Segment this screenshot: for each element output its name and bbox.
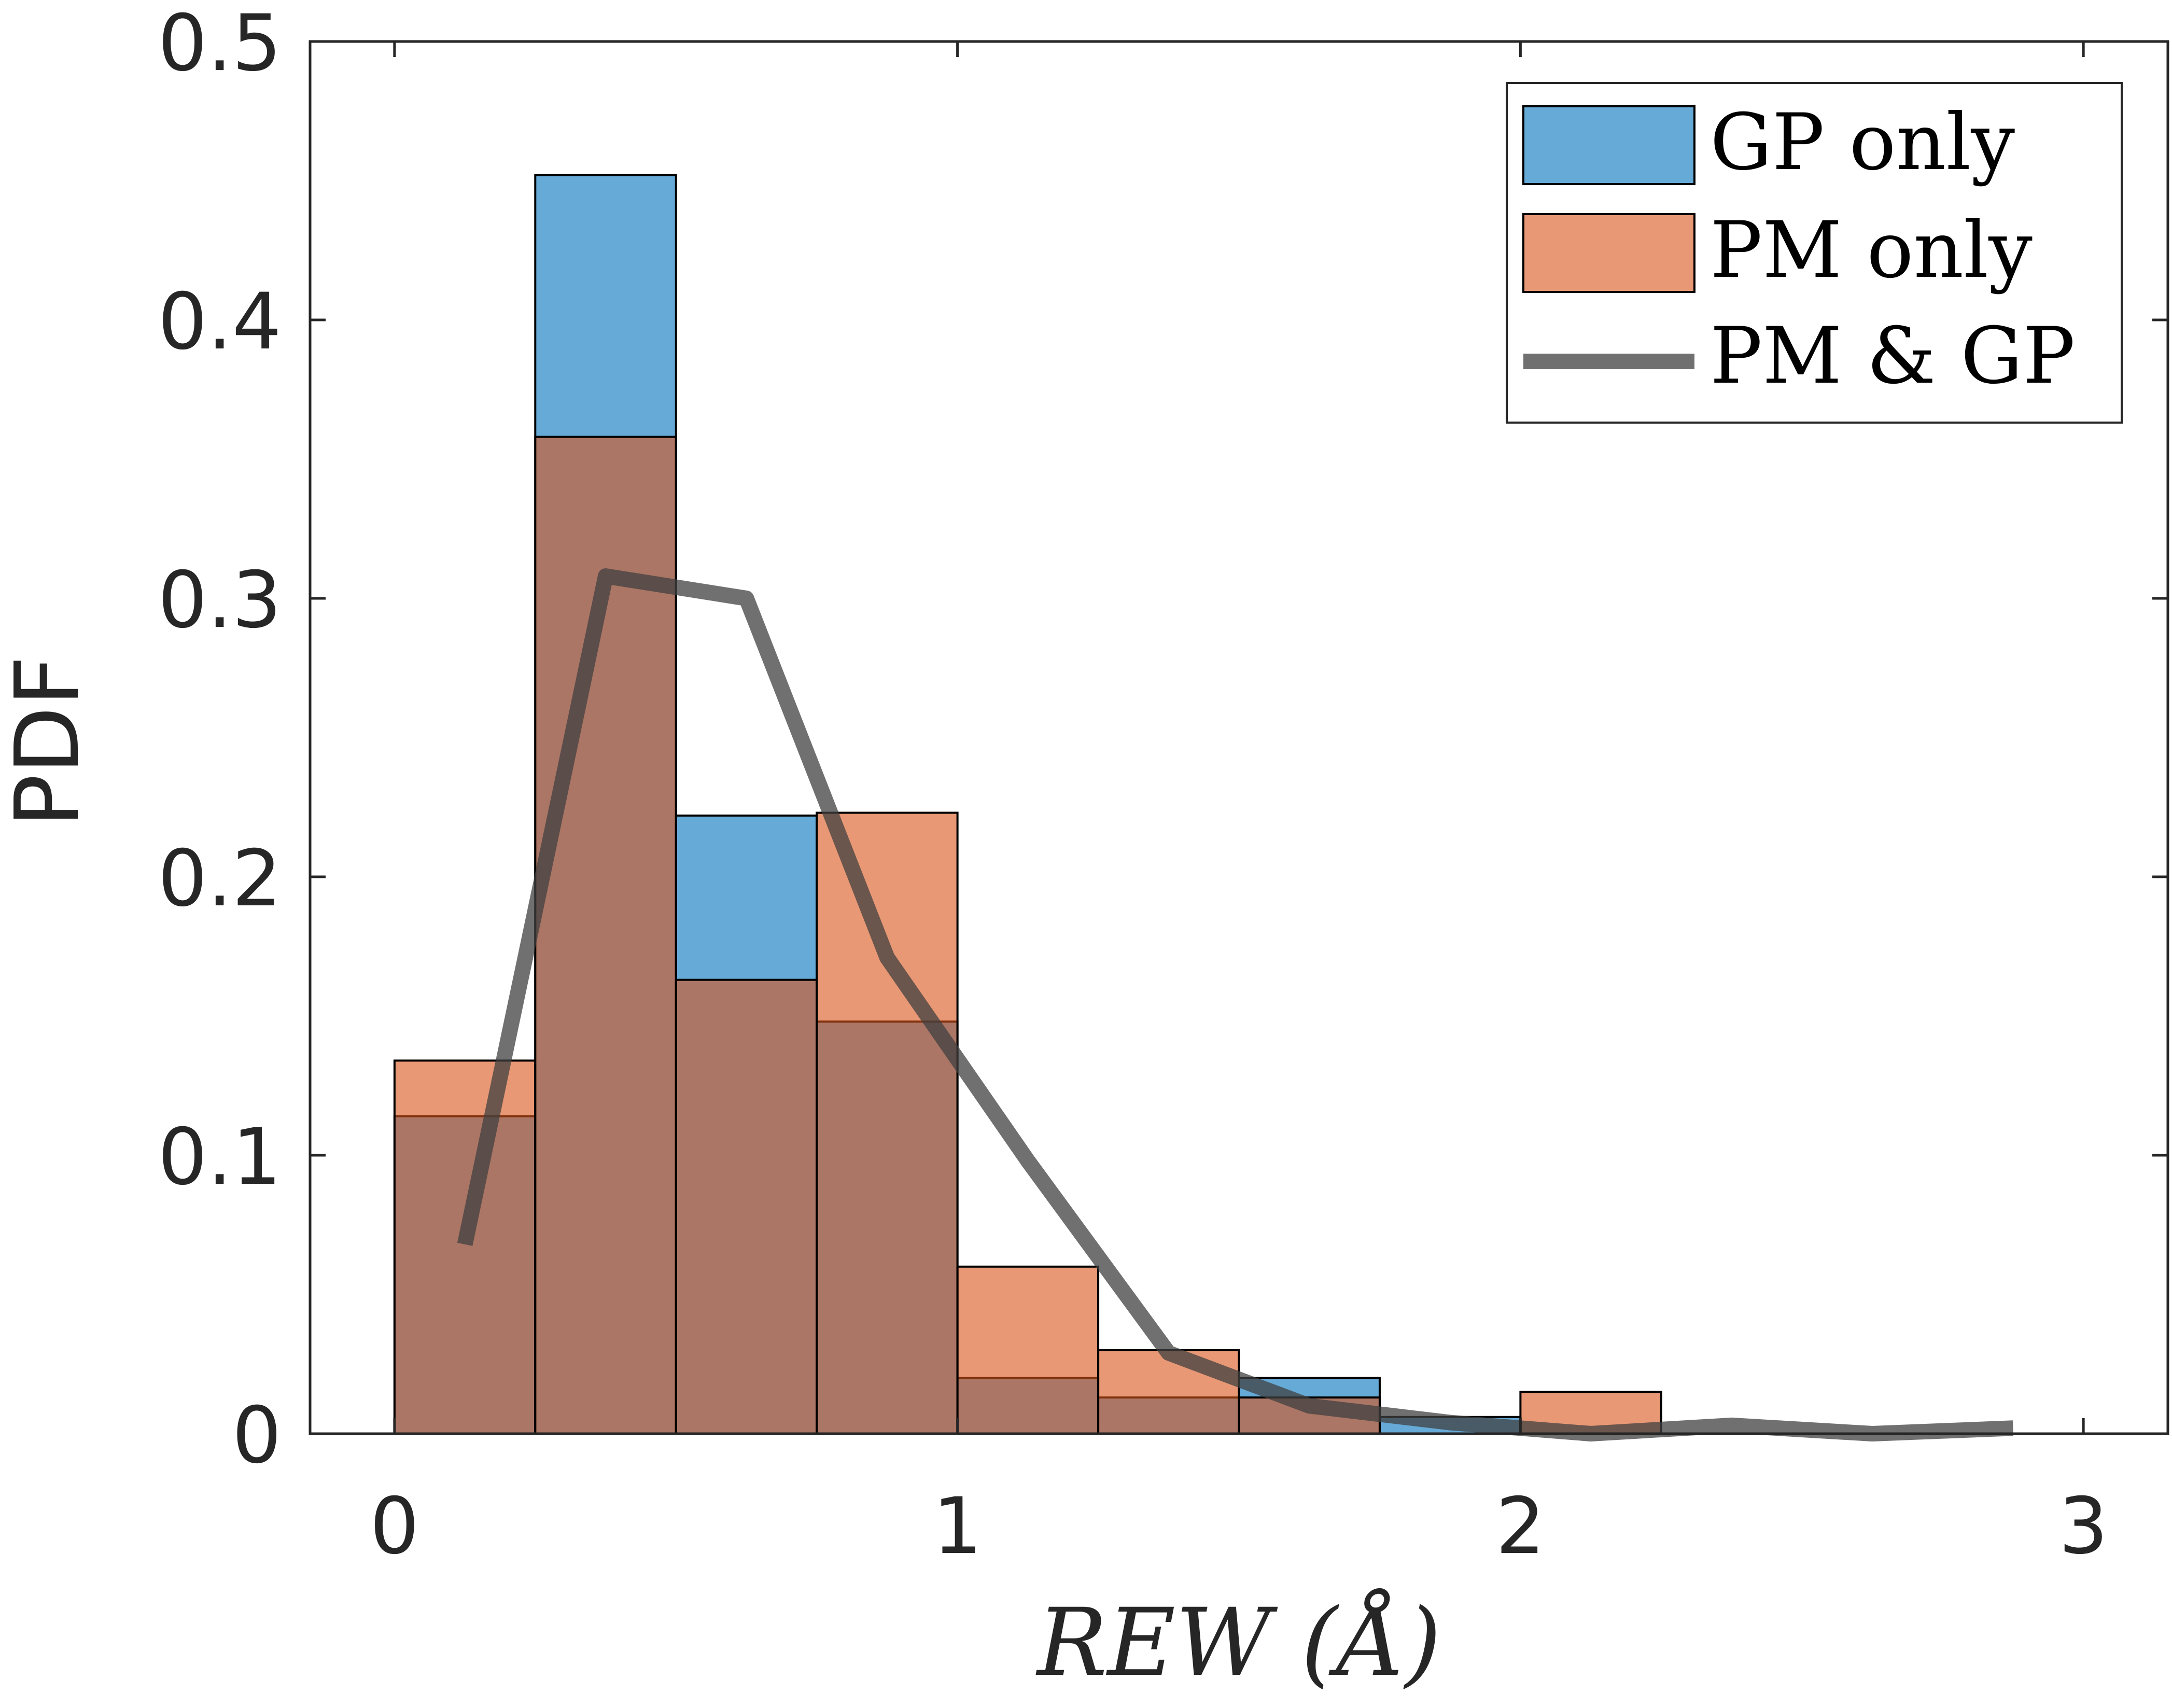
- pm-only-bar-5: [1097, 1349, 1240, 1435]
- pm-only-bars: [393, 436, 1662, 1435]
- x-tick-label: 1: [933, 1481, 982, 1572]
- y-tick-label: 0.3: [158, 555, 282, 646]
- x-tick-labels: 0 1 2 3: [370, 1481, 2108, 1572]
- x-tick-label: 3: [2058, 1481, 2108, 1572]
- x-tick-label: 2: [1496, 1481, 1545, 1572]
- y-tick-label: 0: [232, 1391, 282, 1481]
- pm-only-bar-2: [675, 978, 818, 1435]
- legend-label-pm-gp: PM & GP: [1710, 311, 2075, 401]
- pm-gp-line-group: [457, 568, 2014, 1441]
- pm-gp-line: [457, 568, 2014, 1441]
- pm-only-bar-4: [956, 1265, 1100, 1435]
- y-tick-label: 0.5: [158, 0, 282, 89]
- y-tick-labels: 0 0.1 0.2 0.3 0.4 0.5: [158, 0, 282, 1481]
- pm-only-bar-0: [393, 1059, 537, 1435]
- y-tick-label: 0.4: [158, 277, 282, 367]
- legend-swatch-pm-only: [1522, 213, 1695, 293]
- axes: [309, 40, 2169, 1435]
- y-tick-label: 0.2: [158, 834, 282, 924]
- legend-label-pm-only: PM only: [1710, 205, 2033, 296]
- y-tick-label: 0.1: [158, 1112, 282, 1202]
- legend-swatch-gp-only: [1522, 105, 1695, 185]
- x-tick-label: 0: [370, 1481, 419, 1572]
- pm-only-bar-3: [816, 811, 959, 1435]
- plot-frame: [309, 40, 2169, 1435]
- y-axis-label: PDF: [0, 655, 99, 827]
- x-axis-label: REW (Å): [1035, 1588, 1441, 1697]
- legend-label-gp-only: GP only: [1710, 97, 2015, 188]
- legend: GP only PM only PM & GP: [1506, 82, 2123, 424]
